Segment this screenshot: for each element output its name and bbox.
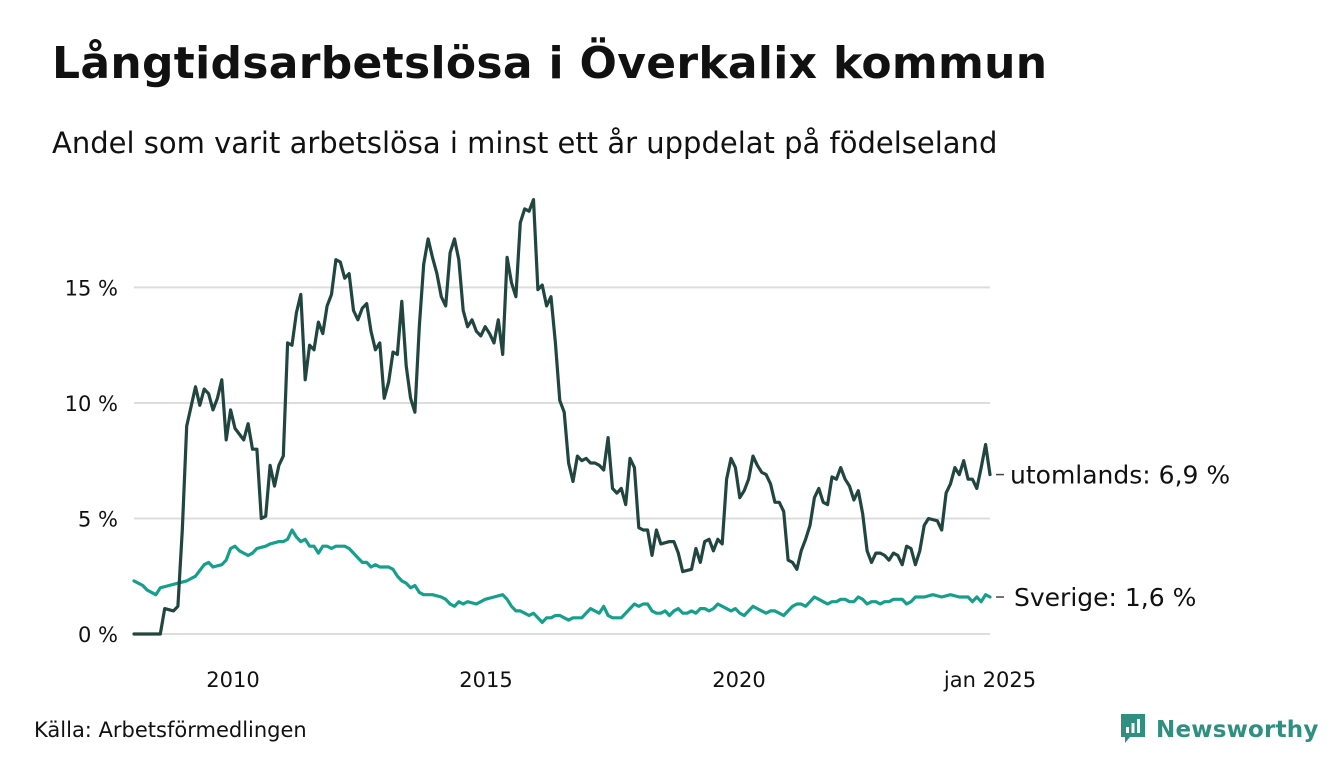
x-tick-label: 2015 [459, 668, 512, 692]
y-tick-label: 15 % [65, 276, 118, 300]
x-tick-label: 2010 [206, 668, 259, 692]
source-note: Källa: Arbetsförmedlingen [34, 718, 307, 742]
y-tick-label: 0 % [78, 623, 118, 647]
series-line-sverige [132, 528, 992, 624]
series-lines [132, 198, 992, 636]
y-axis: 0 % 5 % 10 % 15 % [65, 276, 118, 647]
end-label-utomlands: utomlands: 6,9 % [1010, 461, 1230, 490]
x-tick-label: jan 2025 [943, 668, 1036, 692]
newsworthy-logo-icon [1118, 711, 1148, 749]
brand-logo[interactable]: Newsworthy [1118, 712, 1319, 748]
brand-name: Newsworthy [1156, 717, 1319, 743]
x-tick-label: 2020 [712, 668, 765, 692]
x-axis: 2010 2015 2020 jan 2025 [206, 668, 1036, 692]
y-tick-label: 5 % [78, 507, 118, 531]
series-end-labels: utomlands: 6,9 % Sverige: 1,6 % [996, 461, 1230, 612]
gridlines [134, 286, 990, 635]
chart-subtitle: Andel som varit arbetslösa i minst ett å… [52, 126, 998, 160]
series-line-utomlands [132, 198, 992, 636]
end-label-sverige: Sverige: 1,6 % [1014, 583, 1196, 612]
y-tick-label: 10 % [65, 392, 118, 416]
chart-title: Långtidsarbetslösa i Överkalix kommun [52, 38, 1048, 89]
